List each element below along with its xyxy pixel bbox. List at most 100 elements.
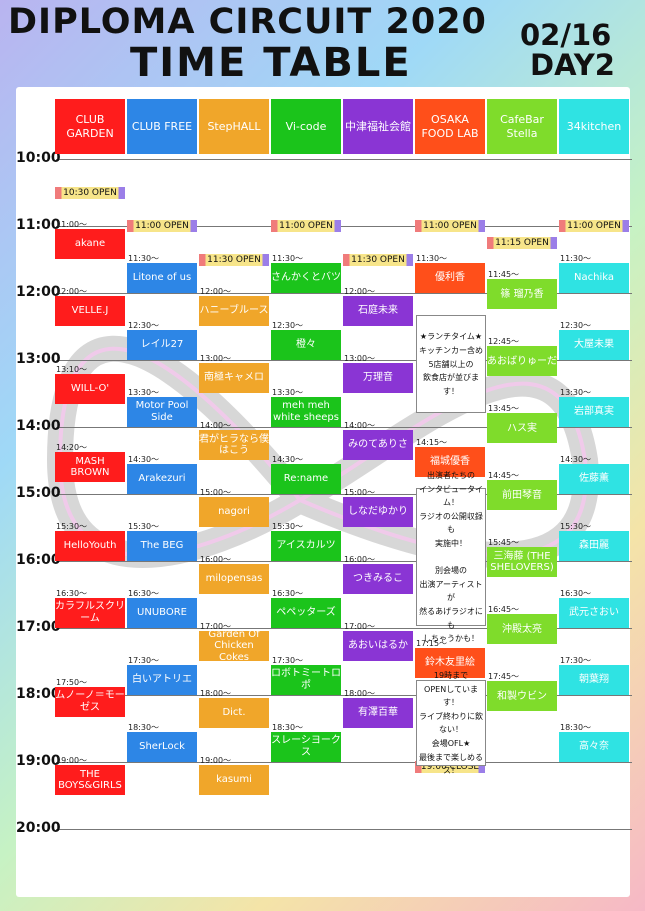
artist-slot[interactable]: レイル27 xyxy=(127,329,197,360)
artist-slot[interactable]: みのてありさ xyxy=(343,430,413,460)
artist-slot[interactable]: 岩部真実 xyxy=(559,396,629,427)
slot-time: 13:30〜 xyxy=(128,387,160,397)
hour-gridline xyxy=(56,628,632,629)
event-date: 02/16 xyxy=(520,18,612,52)
artist-slot[interactable]: milopensas xyxy=(199,564,269,594)
artist-slot[interactable]: 佐藤薫 xyxy=(559,463,629,494)
slot-time: 14:30〜 xyxy=(560,454,592,464)
slot-time: 14:20〜 xyxy=(56,443,88,453)
artist-slot[interactable]: MASH BROWN xyxy=(55,452,125,483)
artist-slot[interactable]: WILL-O' xyxy=(55,374,125,405)
venue-header[interactable]: 34kitchen xyxy=(559,99,629,154)
slot-time: 12:30〜 xyxy=(128,320,160,330)
artist-slot[interactable]: VELLE.J xyxy=(55,296,125,326)
artist-slot[interactable]: 森田麗 xyxy=(559,530,629,561)
artist-slot[interactable]: さんかくとバツ xyxy=(271,262,341,293)
artist-slot[interactable]: 福城優香 xyxy=(415,446,485,477)
artist-slot[interactable]: 優利香 xyxy=(415,262,485,293)
artist-slot[interactable]: しなだゆかり xyxy=(343,497,413,527)
slot-time: 16:00〜 xyxy=(200,555,232,564)
title-sub: TIME TABLE xyxy=(130,40,412,86)
artist-slot[interactable]: つきみるこ xyxy=(343,564,413,594)
notice-line: 飲食店が並びます！ xyxy=(423,373,479,396)
artist-slot[interactable]: meh meh white sheeps xyxy=(271,396,341,427)
artist-slot[interactable]: 前田琴音 xyxy=(487,480,557,511)
artist-slot[interactable]: ロボトミートロポ xyxy=(271,664,341,695)
artist-slot[interactable]: 君がヒラなら僕はこう xyxy=(199,430,269,460)
open-time-bar: 11:30 OPEN xyxy=(199,253,269,266)
artist-slot[interactable]: ペペッターズ xyxy=(271,597,341,628)
artist-slot[interactable]: あおばりゅーだ xyxy=(487,346,557,377)
artist-slot[interactable]: Nachika xyxy=(559,262,629,293)
food-lab-notice: ★ランチタイム★ キッチンカー含め 5店舗以上の 飲食店が並びます！ xyxy=(416,315,486,414)
artist-slot[interactable]: 沖殿太亮 xyxy=(487,614,557,645)
artist-slot[interactable]: 篠 瑠乃香 xyxy=(487,279,557,310)
artist-slot[interactable]: ムノーノ＝モーゼス xyxy=(55,686,125,717)
slot-time: 13:45〜 xyxy=(488,404,520,414)
artist-slot[interactable]: 三海藤 (THE SHELOVERS) xyxy=(487,547,557,578)
slot-time: 17:15〜 xyxy=(416,638,448,648)
artist-slot[interactable]: ハス実 xyxy=(487,413,557,444)
artist-slot[interactable]: HelloYouth xyxy=(55,530,125,561)
artist-slot[interactable]: スレーシヨークス xyxy=(271,731,341,762)
slot-time: 12:45〜 xyxy=(488,337,520,347)
slot-time: 16:30〜 xyxy=(56,588,88,598)
artist-slot[interactable]: Dict. xyxy=(199,698,269,728)
artist-slot[interactable]: 石庭未来 xyxy=(343,296,413,326)
open-time-bar: 11:00 OPEN xyxy=(559,220,629,232)
artist-slot[interactable]: Re:name xyxy=(271,463,341,494)
artist-slot[interactable]: UNUBORE xyxy=(127,597,197,628)
venue-header[interactable]: CLUB GARDEN xyxy=(55,99,125,154)
open-time-bar: 11:00 OPEN xyxy=(415,220,485,232)
venue-header[interactable]: CafeBar Stella xyxy=(487,99,557,154)
artist-slot[interactable]: THE BOYS&GIRLS xyxy=(55,765,125,795)
artist-slot[interactable]: 白いアトリエ xyxy=(127,664,197,695)
artist-slot[interactable]: アイスカルツ xyxy=(271,530,341,561)
slot-time: 17:30〜 xyxy=(272,655,304,665)
slot-time: 14:00〜 xyxy=(200,421,232,430)
artist-slot[interactable]: 大屋未果 xyxy=(559,329,629,360)
hour-label: 11:00 xyxy=(16,217,61,233)
artist-slot[interactable]: Arakezuri xyxy=(127,463,197,494)
artist-slot[interactable]: Motor Pool Side xyxy=(127,396,197,427)
slot-time: 18:00〜 xyxy=(344,689,376,698)
hour-label: 12:00 xyxy=(16,284,61,300)
artist-slot[interactable]: あおいはるか xyxy=(343,631,413,661)
artist-slot[interactable]: 有澤百華 xyxy=(343,698,413,728)
venue-header[interactable]: OSAKA FOOD LAB xyxy=(415,99,485,154)
slot-time: 11:30〜 xyxy=(560,253,592,263)
artist-slot[interactable]: ハニーブルース xyxy=(199,296,269,326)
artist-slot[interactable]: 万理音 xyxy=(343,363,413,393)
artist-slot[interactable]: kasumi xyxy=(199,765,269,795)
artist-slot[interactable]: The BEG xyxy=(127,530,197,561)
hour-label: 14:00 xyxy=(16,418,61,434)
venue-header[interactable]: Vi-code xyxy=(271,99,341,154)
artist-slot[interactable]: Litone of us xyxy=(127,262,197,293)
artist-slot[interactable]: nagori xyxy=(199,497,269,527)
artist-slot[interactable]: 朝葉翔 xyxy=(559,664,629,695)
artist-slot[interactable]: カラフルスクリーム xyxy=(55,597,125,628)
artist-slot[interactable]: 武元さおい xyxy=(559,597,629,628)
slot-time: 16:45〜 xyxy=(488,605,520,615)
hour-gridline xyxy=(56,159,632,160)
hour-label: 20:00 xyxy=(16,820,61,836)
notice-line: ★ランチタイム★ xyxy=(419,332,483,342)
artist-slot[interactable]: akane xyxy=(55,229,125,259)
notice-line: キッチンカー含め xyxy=(419,345,483,355)
venue-header[interactable]: 中津福祉会館 xyxy=(343,99,413,154)
artist-slot[interactable]: 和製ウビン xyxy=(487,681,557,712)
artist-slot[interactable]: 高々奈 xyxy=(559,731,629,762)
artist-slot[interactable]: 鈴木友里絵 xyxy=(415,647,485,678)
open-time-bar: 11:00 OPEN xyxy=(127,220,197,232)
slot-time: 16:30〜 xyxy=(272,588,304,598)
artist-slot[interactable]: Garden Of Chicken Cokes xyxy=(199,631,269,661)
artist-slot[interactable]: 南極キャメロ xyxy=(199,363,269,393)
venue-header[interactable]: StepHALL xyxy=(199,99,269,154)
artist-slot[interactable]: SherLock xyxy=(127,731,197,762)
slot-time: 15:30〜 xyxy=(56,521,88,531)
artist-slot[interactable]: 橙々 xyxy=(271,329,341,360)
slot-time: 16:30〜 xyxy=(560,588,592,598)
slot-time: 11:30〜 xyxy=(416,253,448,263)
venue-header[interactable]: CLUB FREE xyxy=(127,99,197,154)
notice-line: 然るあげラジオにも xyxy=(419,606,483,630)
